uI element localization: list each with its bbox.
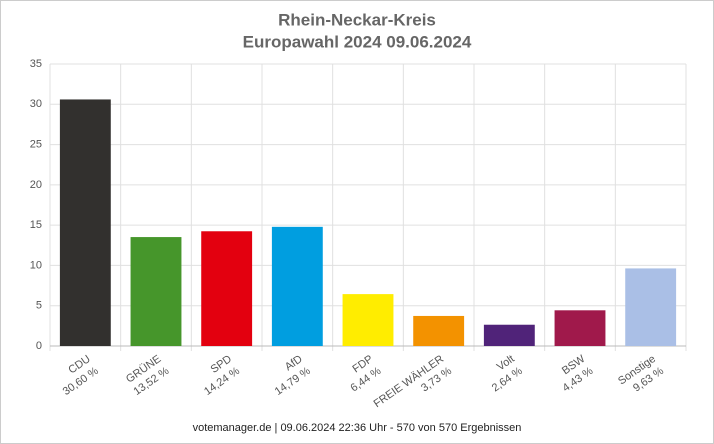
y-tick-label: 0 [36, 340, 42, 352]
bar [554, 310, 606, 346]
bar [413, 315, 465, 346]
bar [271, 226, 323, 346]
bar [201, 231, 253, 346]
y-tick-label: 25 [30, 138, 42, 150]
chart-subtitle: Europawahl 2024 09.06.2024 [243, 32, 472, 51]
y-tick-label: 35 [30, 58, 42, 70]
y-tick-label: 30 [30, 98, 42, 110]
footer: votemanager.de | 09.06.2024 22:36 Uhr - … [193, 422, 522, 434]
y-tick-label: 15 [30, 219, 42, 231]
bar [625, 268, 677, 346]
chart-title: Rhein-Neckar-Kreis [278, 10, 436, 29]
bar [130, 237, 182, 346]
bar [483, 324, 535, 346]
y-tick-label: 20 [30, 179, 42, 191]
bar [59, 99, 111, 346]
bar [342, 294, 394, 346]
y-tick-label: 10 [30, 259, 42, 271]
y-tick-label: 5 [36, 300, 42, 312]
